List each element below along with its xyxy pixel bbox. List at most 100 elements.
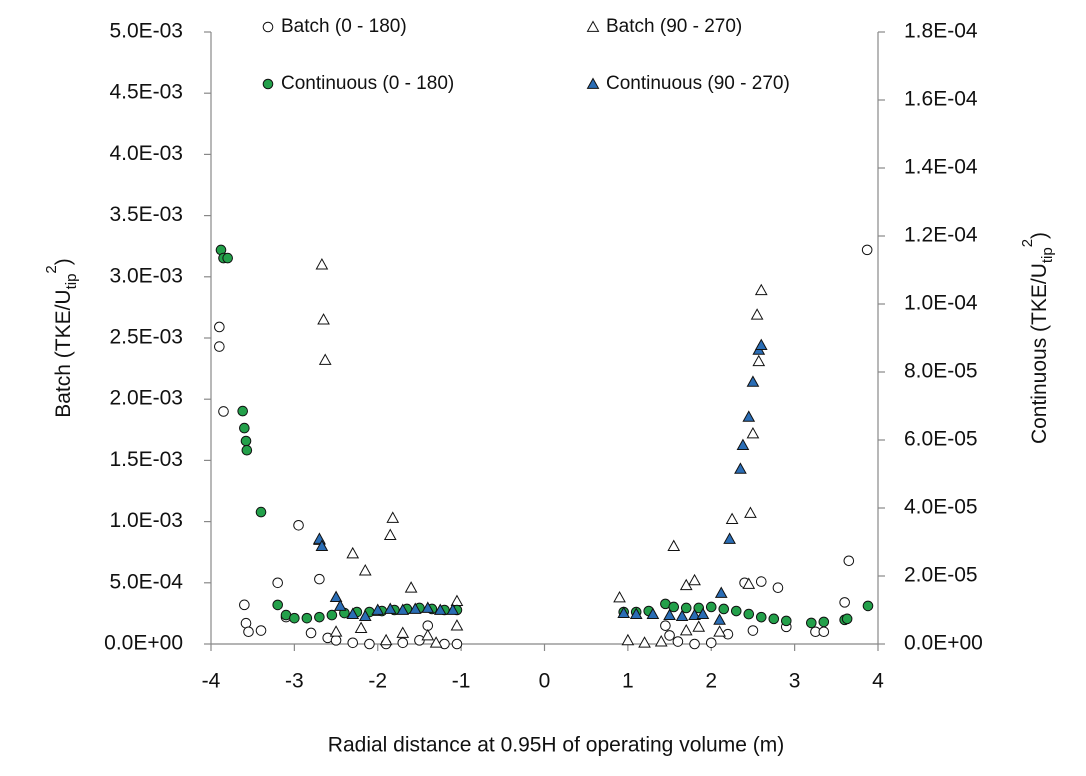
data-point <box>383 528 397 540</box>
data-point <box>313 532 326 544</box>
data-point <box>358 564 372 576</box>
data-point <box>768 613 780 625</box>
data-point <box>861 244 873 256</box>
data-point <box>725 512 739 525</box>
data-point <box>744 506 757 518</box>
data-point <box>723 532 736 544</box>
data-point <box>330 635 342 646</box>
data-point <box>289 612 300 624</box>
data-point <box>696 607 710 619</box>
data-point <box>675 609 689 622</box>
data-point <box>364 638 375 650</box>
data-point <box>668 601 680 613</box>
x-axis-title: Radial distance at 0.95H of operating vo… <box>328 734 784 757</box>
x-tick-label: -3 <box>285 670 304 693</box>
data-point <box>451 638 463 650</box>
data-point <box>346 546 360 559</box>
y-tick-label: 3.5E-03 <box>109 203 183 226</box>
data-point <box>754 338 768 351</box>
data-point <box>746 426 760 439</box>
legend-label: Batch (90 - 270) <box>606 16 742 37</box>
data-point <box>222 252 233 264</box>
data-point <box>718 603 730 615</box>
data-point <box>621 633 635 646</box>
y-tick-label: 2.0E-03 <box>109 387 183 410</box>
data-point <box>750 308 764 320</box>
legend-marker <box>262 78 274 90</box>
data-point <box>755 611 767 623</box>
data-point <box>660 620 671 631</box>
data-point <box>713 625 726 637</box>
y-tick-label: 1.0E-03 <box>109 509 183 532</box>
x-tick-label: -1 <box>452 670 471 693</box>
data-point <box>654 635 668 647</box>
data-point <box>752 354 766 367</box>
y-tick-label: 5.0E-04 <box>109 570 183 593</box>
data-point <box>446 603 460 615</box>
data-point <box>371 603 385 615</box>
data-point <box>646 607 660 619</box>
data-point <box>396 603 410 615</box>
data-point <box>747 625 759 636</box>
data-point <box>613 590 626 603</box>
data-point <box>329 625 343 637</box>
data-point <box>347 637 359 649</box>
data-point <box>293 519 304 531</box>
data-point <box>680 602 692 614</box>
data-point <box>755 576 767 587</box>
legend-marker <box>262 21 274 33</box>
data-point <box>730 605 742 617</box>
data-point <box>746 375 760 387</box>
legend-marker <box>586 20 600 32</box>
data-point <box>734 462 747 474</box>
data-point <box>272 577 284 589</box>
data-point <box>305 627 317 639</box>
data-point <box>314 573 325 585</box>
data-point <box>742 577 756 589</box>
data-point <box>688 608 701 620</box>
data-point <box>301 612 313 624</box>
data-point <box>404 581 418 593</box>
data-point <box>664 630 675 641</box>
data-point <box>692 620 706 632</box>
data-point <box>705 637 717 649</box>
data-point <box>429 636 443 648</box>
data-point <box>433 603 447 615</box>
data-point <box>240 435 252 447</box>
y-axis-title: Batch (TKE/Utip2) <box>43 258 80 418</box>
data-point <box>772 582 784 593</box>
data-point <box>843 555 855 567</box>
data-point <box>450 619 464 631</box>
data-point <box>358 609 372 622</box>
y2-tick-label: 6.0E-05 <box>904 428 978 451</box>
data-point <box>408 602 422 614</box>
data-point <box>397 637 409 649</box>
legend-label: Batch (0 - 180) <box>281 16 407 37</box>
data-point <box>379 633 393 646</box>
data-point <box>255 506 267 518</box>
y-tick-label: 1.5E-03 <box>109 448 183 471</box>
data-point <box>326 609 338 621</box>
data-point <box>383 602 397 614</box>
data-point <box>667 539 681 551</box>
data-point <box>663 608 676 620</box>
data-point <box>689 638 700 650</box>
data-point <box>688 573 701 586</box>
data-point <box>386 511 400 523</box>
y2-tick-label: 8.0E-05 <box>904 360 978 383</box>
data-point <box>421 601 435 613</box>
data-point <box>742 410 756 422</box>
x-tick-label: 2 <box>705 670 717 693</box>
y-tick-label: 4.5E-03 <box>109 81 183 104</box>
data-point <box>315 539 329 551</box>
data-point <box>672 636 684 647</box>
data-point <box>839 597 850 608</box>
data-point <box>318 353 332 365</box>
data-point <box>314 611 325 623</box>
data-point <box>629 607 643 619</box>
data-point <box>806 617 817 629</box>
data-point <box>754 283 768 296</box>
y-tick-label: 4.0E-03 <box>109 142 183 165</box>
data-point <box>354 621 368 633</box>
